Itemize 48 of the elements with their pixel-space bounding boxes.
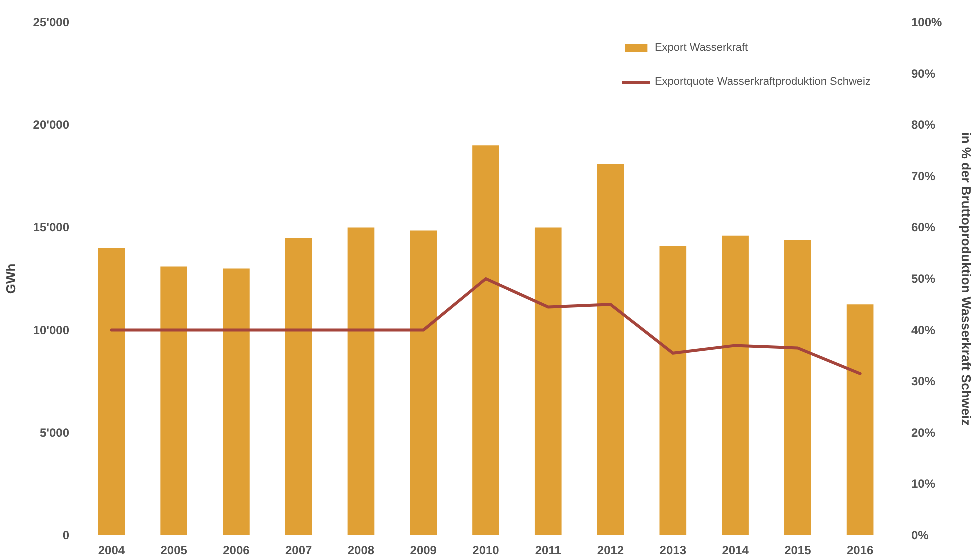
bar bbox=[722, 236, 749, 536]
y2-tick-label: 100% bbox=[912, 16, 943, 30]
bar bbox=[660, 246, 687, 536]
bar bbox=[98, 248, 126, 536]
x-tick-label: 2009 bbox=[410, 544, 438, 557]
bar bbox=[348, 228, 375, 536]
x-tick-label: 2004 bbox=[98, 544, 126, 557]
bar bbox=[784, 240, 812, 536]
y2-tick-label: 30% bbox=[912, 374, 936, 389]
y-tick-label: 10'000 bbox=[33, 323, 70, 338]
x-tick-label: 2012 bbox=[597, 544, 624, 557]
y-tick-label: 25'000 bbox=[33, 16, 70, 30]
x-tick-label: 2013 bbox=[660, 544, 687, 557]
bar bbox=[285, 238, 312, 536]
x-tick-label: 2010 bbox=[472, 544, 500, 557]
y-tick-label: 20'000 bbox=[33, 118, 70, 132]
x-tick-label: 2016 bbox=[846, 544, 874, 557]
y2-axis-title: in % der Bruttoproduktion Wasserkraft Schweiz bbox=[959, 132, 974, 426]
y-axis-title: GWh bbox=[3, 264, 18, 294]
y-tick-label: 5'000 bbox=[40, 426, 70, 440]
bar bbox=[846, 304, 874, 536]
y2-tick-label: 50% bbox=[912, 272, 936, 286]
y2-tick-label: 20% bbox=[912, 426, 936, 440]
bar bbox=[160, 266, 188, 536]
bar bbox=[410, 230, 438, 536]
legend-label: Exportquote Wasserkraftproduktion Schweiz bbox=[654, 76, 871, 88]
bar bbox=[534, 228, 562, 536]
y2-tick-label: 60% bbox=[912, 220, 936, 235]
y2-tick-label: 40% bbox=[912, 323, 936, 338]
x-tick-label: 2014 bbox=[722, 544, 750, 557]
x-tick-label: 2006 bbox=[223, 544, 250, 557]
y2-tick-label: 0% bbox=[912, 528, 930, 542]
y2-tick-label: 80% bbox=[912, 118, 936, 132]
bar bbox=[472, 146, 500, 536]
y2-tick-label: 10% bbox=[912, 477, 936, 492]
bar bbox=[597, 164, 624, 536]
legend-label: Export Wasserkraft bbox=[654, 42, 748, 54]
x-tick-label: 2007 bbox=[286, 544, 313, 557]
x-tick-label: 2015 bbox=[784, 544, 812, 557]
y2-tick-label: 70% bbox=[912, 169, 936, 184]
y2-tick-label: 90% bbox=[912, 66, 936, 81]
x-tick-label: 2008 bbox=[348, 544, 375, 557]
x-tick-label: 2011 bbox=[535, 544, 562, 557]
x-tick-label: 2005 bbox=[160, 544, 188, 557]
bar bbox=[223, 268, 250, 536]
y-tick-label: 15'000 bbox=[33, 220, 70, 235]
line-series bbox=[110, 278, 862, 376]
y-tick-label: 0 bbox=[62, 528, 70, 542]
